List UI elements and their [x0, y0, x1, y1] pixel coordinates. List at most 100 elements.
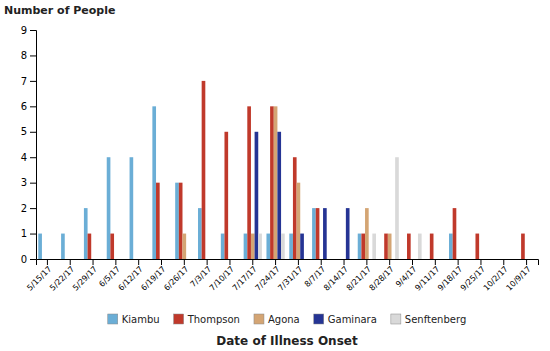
bar [133, 259, 137, 260]
y-tick-label: 2 [21, 203, 27, 214]
y-tick-label: 7 [21, 76, 27, 87]
bar [532, 259, 536, 260]
x-tick-mark [389, 259, 390, 265]
bar [130, 157, 134, 259]
bar [118, 259, 122, 260]
y-tick: 5 [21, 126, 36, 137]
bar [361, 234, 365, 259]
bar [350, 259, 354, 260]
bar [72, 259, 76, 260]
legend-item: Gaminara [314, 314, 377, 325]
bar [449, 234, 453, 259]
bar [300, 234, 304, 259]
bar [293, 157, 297, 259]
y-tick: 9 [21, 25, 36, 36]
x-tick-mark [458, 259, 459, 265]
x-tick-mark [435, 259, 436, 265]
x-tick-mark [115, 259, 116, 265]
x-tick-label: 5/29/17 [71, 264, 99, 292]
bar [414, 259, 418, 260]
y-tick: 8 [21, 50, 36, 61]
legend-item: Senftenberg [391, 314, 466, 325]
bar [381, 259, 385, 260]
bar [76, 259, 80, 260]
bar [502, 259, 506, 260]
bar [42, 259, 46, 260]
y-tick-label: 8 [21, 50, 27, 61]
y-tick: 0 [21, 254, 36, 265]
legend-label: Agona [268, 314, 300, 325]
bar [304, 259, 308, 260]
bar [38, 234, 42, 259]
chart: 01234567895/15/175/22/175/29/176/5/176/1… [0, 0, 550, 351]
y-axis-title: Number of People [4, 4, 115, 17]
legend-swatch [314, 314, 324, 324]
bar [323, 208, 327, 259]
legend-swatch [391, 314, 401, 324]
bar [141, 259, 145, 260]
bar [297, 183, 301, 259]
bar [258, 234, 262, 259]
x-tick-mark [366, 259, 367, 265]
bar [517, 259, 521, 260]
y-axis-line [30, 31, 37, 260]
bar [167, 259, 171, 260]
bar [179, 183, 183, 259]
x-tick: 8/28/17 [368, 259, 396, 293]
bar [144, 259, 148, 260]
bar [277, 132, 281, 259]
bar [441, 259, 445, 260]
x-tick-label: 8/28/17 [368, 264, 396, 292]
bar [433, 259, 437, 260]
x-tick: 6/26/17 [162, 259, 190, 293]
bar [456, 259, 460, 260]
bar [426, 259, 430, 260]
bar-series [182, 106, 391, 259]
bar [114, 259, 118, 260]
bar [53, 259, 57, 260]
bar [163, 259, 167, 260]
bar [498, 259, 502, 260]
y-tick-label: 0 [21, 254, 27, 265]
bar [175, 183, 179, 259]
bar [160, 259, 164, 260]
bar [358, 234, 362, 259]
bar [156, 183, 160, 259]
bar-series [38, 106, 452, 259]
x-tick-mark [93, 259, 94, 265]
bar [209, 259, 213, 260]
y-tick-mark [30, 106, 36, 107]
y-tick-mark [30, 208, 36, 209]
y-tick: 3 [21, 177, 36, 188]
bar [430, 234, 434, 259]
bar [65, 259, 69, 260]
bar [460, 259, 464, 260]
bar [266, 234, 270, 259]
bar [88, 234, 92, 259]
x-tick-mark [47, 259, 48, 265]
bar [274, 106, 278, 259]
bar [319, 259, 323, 260]
y-tick: 4 [21, 152, 36, 163]
bar [202, 81, 206, 259]
x-tick-label: 10/9/17 [504, 264, 532, 292]
bar [316, 208, 320, 259]
y-tick-label: 3 [21, 177, 27, 188]
bar [475, 234, 479, 259]
y-tick-label: 9 [21, 25, 27, 36]
bar [198, 208, 202, 259]
x-tick-mark [184, 259, 185, 265]
y-tick-label: 6 [21, 101, 27, 112]
y-tick-mark [30, 183, 36, 184]
x-tick: 10/9/17 [504, 259, 532, 293]
bar [49, 259, 53, 260]
bar [289, 234, 293, 259]
bar [255, 132, 259, 259]
bar [521, 234, 525, 259]
x-axis-title: Date of Illness Onset [216, 334, 358, 348]
bar [186, 259, 190, 260]
bar [232, 259, 236, 260]
bar [99, 259, 103, 260]
y-tick-label: 1 [21, 228, 27, 239]
bar [403, 259, 407, 260]
